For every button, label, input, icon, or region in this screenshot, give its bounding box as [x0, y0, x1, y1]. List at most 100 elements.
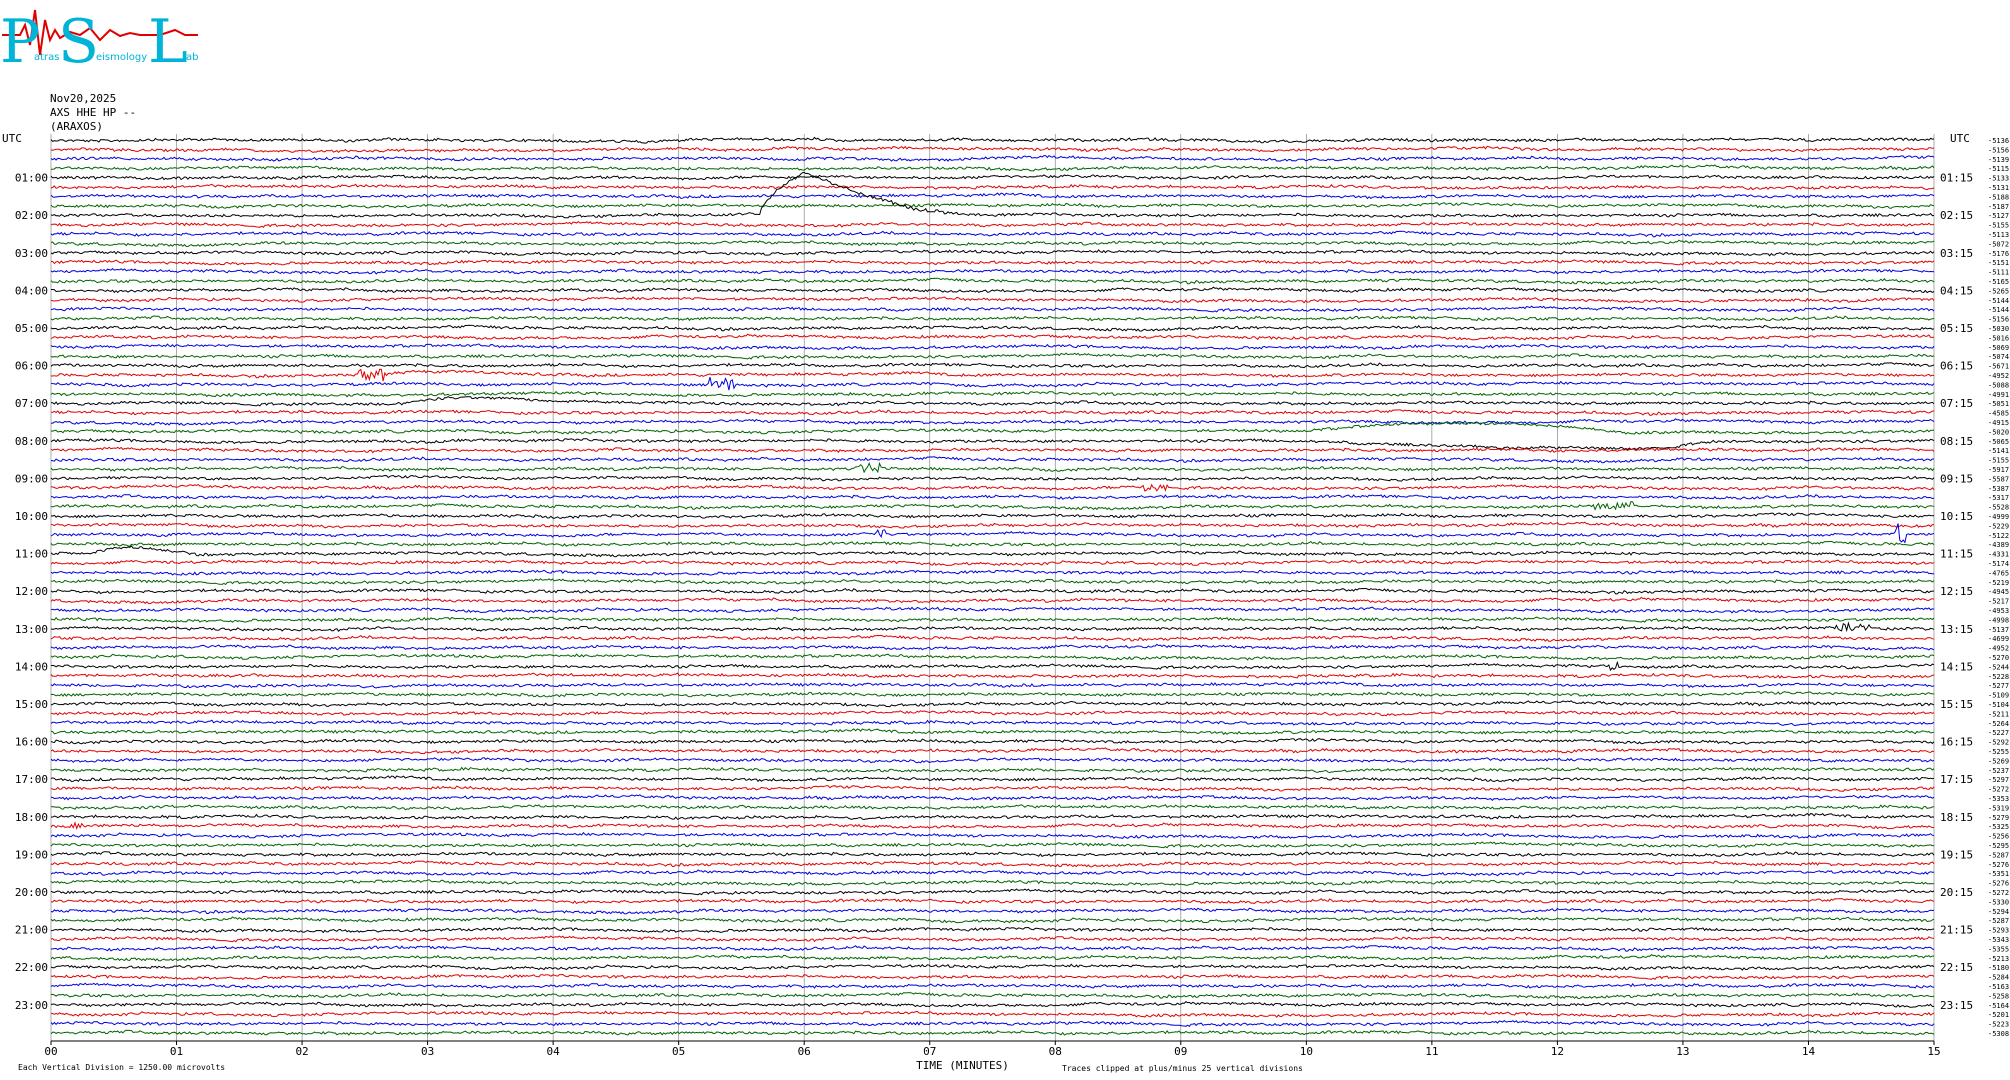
trace-offset-label: -5155 [1988, 457, 2009, 465]
trace-line-5 [50, 183, 1935, 191]
trace-offset-label: -5265 [1988, 287, 2009, 295]
trace-line-48 [50, 587, 1935, 595]
trace-line-21 [50, 333, 1935, 341]
trace-offset-label: -5319 [1988, 804, 2009, 812]
trace-offset-label: -5164 [1988, 1002, 2009, 1010]
right-hour-label: 02:15 [1940, 209, 1973, 222]
header-station: (ARAXOS) [50, 120, 103, 133]
trace-offset-label: -4991 [1988, 391, 2009, 399]
trace-offset-label: -5051 [1988, 400, 2009, 408]
trace-line-80 [50, 888, 1935, 896]
trace-offset-label: -5229 [1988, 522, 2009, 530]
right-hour-label: 03:15 [1940, 247, 1973, 260]
trace-offset-label: -5587 [1988, 475, 2009, 483]
trace-line-2 [50, 154, 1935, 162]
trace-offset-label: -5111 [1988, 269, 2009, 277]
trace-offset-label: -5155 [1988, 222, 2009, 230]
right-hour-label: 23:15 [1940, 999, 1973, 1012]
trace-line-77 [50, 860, 1935, 868]
trace-line-0 [50, 136, 1935, 144]
x-tick-label: 00 [44, 1045, 57, 1058]
trace-offset-label: -5276 [1988, 861, 2009, 869]
trace-offset-label: -5287 [1988, 851, 2009, 859]
trace-offset-label: -5237 [1988, 767, 2009, 775]
trace-offset-label: -5387 [1988, 485, 2009, 493]
x-axis-title: TIME (MINUTES) [916, 1059, 1009, 1072]
trace-line-64 [50, 738, 1935, 745]
trace-offset-label: -5277 [1988, 682, 2009, 690]
trace-line-54 [50, 643, 1935, 651]
x-tick-label: 05 [672, 1045, 685, 1058]
right-hour-label: 22:15 [1940, 961, 1973, 974]
trace-offset-label: -5188 [1988, 193, 2009, 201]
right-hour-label: 11:15 [1940, 548, 1973, 561]
trace-offset-label: -5016 [1988, 334, 2009, 342]
trace-line-8 [50, 171, 1935, 219]
left-hour-label: 07:00 [15, 397, 48, 410]
right-utc-title: UTC [1950, 132, 1970, 145]
trace-offset-label: -5176 [1988, 250, 2009, 258]
trace-line-58 [50, 681, 1935, 689]
left-hour-label: 10:00 [15, 510, 48, 523]
right-hour-label: 18:15 [1940, 811, 1973, 824]
left-hour-label: 15:00 [15, 698, 48, 711]
logo-letter-s: S [58, 7, 99, 75]
trace-offset-label: -5137 [1988, 626, 2009, 634]
footer-clip-note: Traces clipped at plus/minus 25 vertical… [1062, 1064, 1303, 1073]
left-hour-label: 03:00 [15, 247, 48, 260]
trace-line-55 [50, 653, 1935, 661]
trace-offset-label: -5211 [1988, 710, 2009, 718]
x-tick-label: 10 [1300, 1045, 1313, 1058]
trace-line-49 [50, 596, 1935, 605]
trace-line-1 [50, 145, 1935, 153]
trace-offset-label: -4915 [1988, 419, 2009, 427]
trace-line-81 [50, 898, 1935, 905]
right-hour-label: 19:15 [1940, 848, 1973, 861]
trace-line-60 [50, 700, 1935, 708]
trace-offset-label: -5088 [1988, 381, 2009, 389]
trace-offset-label: -5174 [1988, 560, 2009, 568]
trace-offset-label: -4945 [1988, 588, 2009, 596]
trace-line-67 [50, 766, 1935, 774]
trace-line-65 [50, 747, 1935, 755]
left-hour-label: 16:00 [15, 736, 48, 749]
trace-offset-label: -5109 [1988, 692, 2009, 700]
trace-line-84 [50, 926, 1935, 934]
trace-offset-label: -5131 [1988, 184, 2009, 192]
trace-offset-label: -5258 [1988, 992, 2009, 1000]
trace-offset-label: -5156 [1988, 146, 2009, 154]
left-hour-label: 05:00 [15, 322, 48, 335]
trace-offset-label: -5297 [1988, 776, 2009, 784]
trace-line-41 [50, 521, 1935, 529]
trace-line-22 [50, 343, 1935, 351]
left-hour-label: 09:00 [15, 472, 48, 485]
trace-line-34 [50, 456, 1934, 464]
right-hour-label: 08:15 [1940, 435, 1973, 448]
trace-line-28 [50, 396, 1935, 407]
header-channel: AXS HHE HP -- [50, 106, 137, 119]
left-hour-label: 14:00 [15, 660, 48, 673]
trace-line-88 [50, 963, 1935, 971]
left-hour-label: 06:00 [15, 360, 48, 373]
trace-offset-label: -5355 [1988, 945, 2009, 953]
left-hour-label: 08:00 [15, 435, 48, 448]
trace-offset-label: -5104 [1988, 701, 2009, 709]
trace-offset-label: -5917 [1988, 466, 2009, 474]
x-tick-label: 07 [923, 1045, 936, 1058]
logo-letter-p: P [0, 7, 40, 75]
logo-word-3: ab [186, 52, 198, 63]
trace-offset-label: -5292 [1988, 739, 2009, 747]
trace-line-12 [50, 249, 1935, 257]
trace-offset-label: -5151 [1988, 259, 2009, 267]
trace-line-40 [50, 512, 1935, 519]
left-hour-label: 22:00 [15, 961, 48, 974]
trace-offset-label: -5144 [1988, 297, 2009, 305]
right-hour-label: 21:15 [1940, 924, 1973, 937]
x-tick-label: 04 [547, 1045, 561, 1058]
trace-offset-label: -5133 [1988, 175, 2009, 183]
trace-line-78 [50, 869, 1935, 877]
trace-line-11 [50, 239, 1935, 248]
trace-line-59 [50, 691, 1935, 698]
trace-offset-label: -5127 [1988, 212, 2009, 220]
trace-line-44 [50, 545, 1935, 558]
